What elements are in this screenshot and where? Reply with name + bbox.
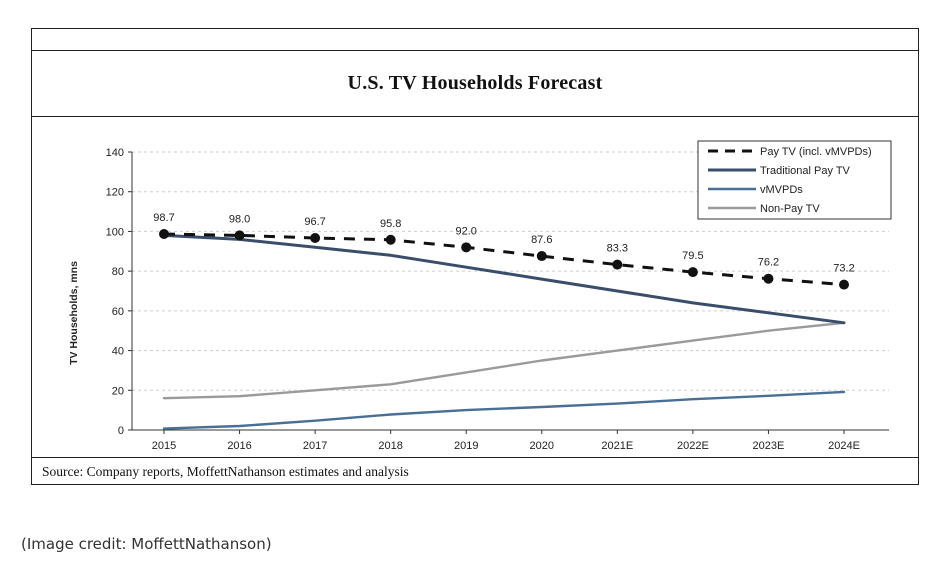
data-label: 76.2 <box>758 257 779 269</box>
data-point <box>687 267 698 278</box>
source-note: Source: Company reports, MoffettNathanso… <box>42 464 409 479</box>
x-tick-label: 2020 <box>530 440 554 452</box>
axis-layer: 0 20 40 60 80 100 120 140 2015 2016 2017 2018 2019 20… <box>106 147 889 452</box>
series-line-vmvpds <box>162 390 846 430</box>
legend-entry: Non-Pay TV <box>760 203 820 215</box>
grid-layer <box>132 151 889 391</box>
y-tick-label: 0 <box>118 425 124 437</box>
y-tick-label: 140 <box>106 147 124 159</box>
y-axis-label: TV Households, mns <box>68 261 80 365</box>
legend-entry: Traditional Pay TV <box>760 165 851 177</box>
series-line-traditional-pay-tv <box>162 233 846 325</box>
x-tick-label: 2021E <box>601 440 633 452</box>
data-label: 73.2 <box>833 263 854 275</box>
y-tick-label: 120 <box>106 187 124 199</box>
legend-box <box>697 140 892 220</box>
data-label: 98.7 <box>153 212 174 224</box>
data-point <box>612 259 623 270</box>
x-tick-label: 2015 <box>152 440 176 452</box>
chart-title: U.S. TV Households Forecast <box>347 72 603 94</box>
data-point <box>234 230 245 241</box>
line-chart: 0 20 40 60 80 100 120 140 2015 2016 2017 2018 2019 20… <box>68 140 892 452</box>
data-label: 92.0 <box>456 225 477 237</box>
data-label: 87.6 <box>531 234 552 246</box>
data-label: 79.5 <box>682 250 703 262</box>
legend: Pay TV (incl. vMVPDs) Traditional Pay TV v… <box>697 140 892 220</box>
series-line-non-pay-tv <box>162 321 846 400</box>
top-strip <box>32 29 918 51</box>
data-point <box>159 229 169 240</box>
data-label: 83.3 <box>607 243 628 255</box>
data-point <box>839 279 849 290</box>
y-tick-label: 20 <box>112 385 124 397</box>
x-tick-label: 2019 <box>454 440 478 452</box>
y-tick-label: 100 <box>106 226 124 238</box>
x-tick-label: 2022E <box>677 440 709 452</box>
data-label: 98.0 <box>229 213 250 225</box>
source-box: Source: Company reports, MoffettNathanso… <box>32 457 918 486</box>
data-point <box>461 242 472 253</box>
data-label-layer: 98.7 98.0 96.7 95.8 92.0 87.6 83.3 79.5 76.2 73.2 <box>153 212 854 275</box>
x-tick-label: 2016 <box>227 440 251 452</box>
data-label: 96.7 <box>304 216 325 228</box>
legend-entry: vMVPDs <box>760 184 803 196</box>
series-layer <box>159 229 849 430</box>
y-tick-label: 60 <box>112 306 124 318</box>
title-box: U.S. TV Households Forecast <box>32 51 918 117</box>
legend-entry: Pay TV (incl. vMVPDs) <box>760 146 872 158</box>
series-line-pay-tv-incl-vmvpds <box>163 232 845 287</box>
data-point <box>763 273 774 284</box>
data-point <box>536 251 547 262</box>
x-tick-label: 2024E <box>828 440 860 452</box>
image-credit: (Image credit: MoffettNathanson) <box>21 535 272 553</box>
x-tick-label: 2018 <box>378 440 402 452</box>
y-tick-label: 40 <box>112 346 124 358</box>
x-tick-label: 2023E <box>753 440 785 452</box>
data-point <box>310 232 321 243</box>
y-tick-label: 80 <box>112 266 124 278</box>
data-point <box>385 234 396 245</box>
x-tick-label: 2017 <box>303 440 327 452</box>
data-label: 95.8 <box>380 218 401 230</box>
